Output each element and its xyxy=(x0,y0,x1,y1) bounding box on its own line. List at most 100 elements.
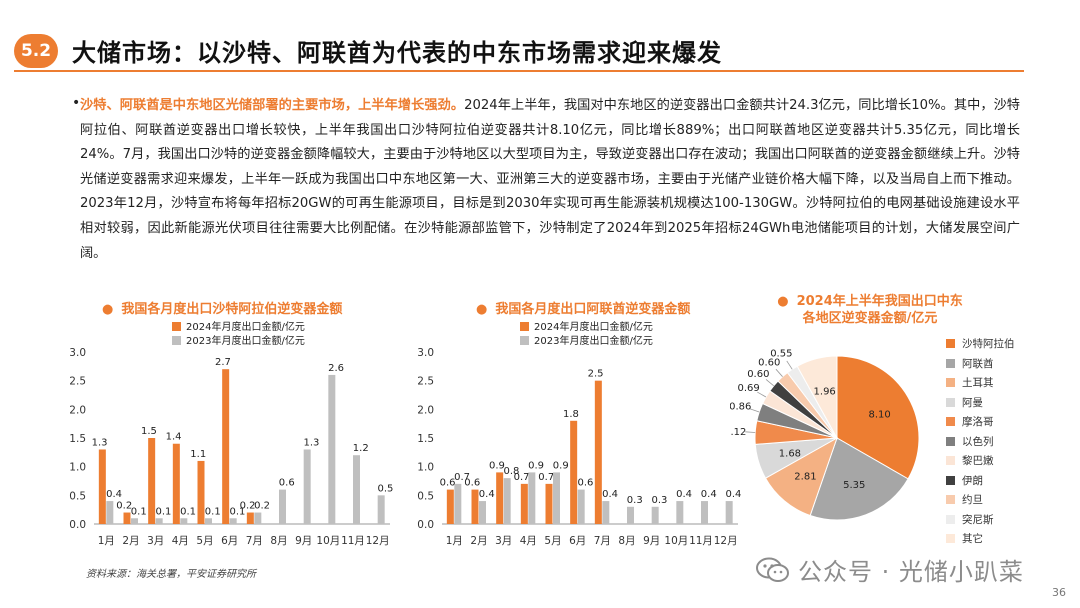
leader-line xyxy=(775,368,783,377)
legend-swatch xyxy=(946,378,955,388)
bar-2023 xyxy=(553,472,560,524)
pie-label: 0.86 xyxy=(730,402,751,413)
leader-line xyxy=(749,408,760,413)
bar-2023 xyxy=(676,501,684,524)
legend-label: 2023年月度出口金额/亿元 xyxy=(534,334,653,347)
body-highlight: 沙特、阿联酋是中东地区光储部署的主要市场，上半年增长强劲。 xyxy=(80,98,465,113)
chart3-title-line2: 各地区逆变器金额/亿元 xyxy=(802,311,938,326)
data-label: 0.4 xyxy=(701,489,717,500)
data-label: 0.1 xyxy=(155,506,171,517)
legend-label: 以色列 xyxy=(962,435,994,448)
x-tick-label: 4月 xyxy=(172,535,189,547)
y-tick-label: 0.5 xyxy=(417,490,434,502)
y-tick-label: 3.0 xyxy=(69,347,86,359)
data-label: 0.3 xyxy=(627,495,643,506)
legend-item-uae: 阿联酋 xyxy=(946,354,1015,374)
pie-label: 0.55 xyxy=(770,349,792,360)
data-label: 0.6 xyxy=(440,478,456,489)
y-tick-label: 0.5 xyxy=(69,490,86,502)
chart-saudi-monthly: 0.0 0.5 1.0 1.5 2.0 2.5 3.0 2024年月度出口金额/亿元2023年… xyxy=(69,320,393,547)
pie-label: 2.81 xyxy=(794,472,816,483)
bar-2023 xyxy=(205,518,212,524)
x-tick-label: 3月 xyxy=(147,535,164,547)
data-label: 2.5 xyxy=(588,369,604,380)
data-label: 0.2 xyxy=(116,501,132,512)
legend-label: 2024年月度出口金额/亿元 xyxy=(186,320,305,333)
x-tick-label: 10月 xyxy=(664,535,688,547)
legend-item-jordan: 约旦 xyxy=(946,490,1015,510)
x-tick-label: 6月 xyxy=(569,535,586,547)
y-tick-label: 2.0 xyxy=(417,404,434,416)
pie-label: 1.68 xyxy=(779,448,801,459)
data-label: 0.4 xyxy=(602,489,618,500)
legend-swatch xyxy=(172,336,181,345)
data-label: 0.1 xyxy=(229,506,245,517)
legend-label: 黎巴嫩 xyxy=(962,455,994,468)
data-label: 0.1 xyxy=(205,506,221,517)
x-tick-label: 1月 xyxy=(446,535,463,547)
pie-label: 5.35 xyxy=(843,480,865,491)
legend-label: 土耳其 xyxy=(962,377,994,390)
x-tick-label: 5月 xyxy=(196,535,213,547)
bar-2024 xyxy=(222,369,230,524)
chart3-title-dot: ● xyxy=(777,294,789,309)
data-label: 0.7 xyxy=(454,472,470,483)
bar-2023 xyxy=(106,501,114,524)
legend-swatch xyxy=(946,534,955,544)
bar-2023 xyxy=(180,518,188,524)
wechat-icon xyxy=(756,557,789,582)
data-label: 1.2 xyxy=(353,443,369,454)
legend-label: 突尼斯 xyxy=(962,513,994,526)
legend-swatch xyxy=(946,495,955,505)
data-label: 1.5 xyxy=(141,426,157,437)
legend-item-morocco: 摩洛哥 xyxy=(946,412,1015,432)
x-tick-label: 5月 xyxy=(544,535,561,547)
data-label: 1.8 xyxy=(563,409,579,420)
section-badge: 5.2 xyxy=(14,34,58,68)
pie-slice-other xyxy=(796,355,838,440)
data-label: 0.7 xyxy=(514,472,530,483)
data-label: 0.3 xyxy=(651,495,667,506)
data-label: 0.1 xyxy=(180,506,196,517)
bullet-marker: • xyxy=(72,95,81,111)
bar-2023 xyxy=(577,489,585,524)
bar-2024 xyxy=(594,380,602,524)
data-label: 1.1 xyxy=(190,449,206,460)
legend-swatch xyxy=(946,456,955,466)
x-tick-label: 3月 xyxy=(495,535,512,547)
legend-item-iran: 伊朗 xyxy=(946,471,1015,491)
bar-2023 xyxy=(602,501,610,524)
legend-item-tunisia: 突尼斯 xyxy=(946,510,1015,530)
bar-2023 xyxy=(328,374,336,524)
bar-2023 xyxy=(651,506,659,524)
legend-label: 沙特阿拉伯 xyxy=(962,338,1015,351)
bar-2023 xyxy=(377,495,385,524)
y-tick-label: 2.5 xyxy=(417,376,434,388)
bar-2023 xyxy=(479,501,486,524)
legend-label: 约旦 xyxy=(962,494,983,507)
chart-middle-east-pie: 8.10 5.35 2.81 1.68 1.12 0.86 0.69 0.600.600.55… xyxy=(730,349,920,521)
legend-label: 摩洛哥 xyxy=(962,416,994,429)
legend-swatch xyxy=(946,339,955,349)
x-tick-label: 12月 xyxy=(714,535,738,547)
bar-2023 xyxy=(155,518,163,524)
header-divider xyxy=(14,70,1024,72)
legend-item-lebanon: 黎巴嫩 xyxy=(946,451,1015,471)
bar-2024 xyxy=(570,420,578,524)
y-tick-label: 1.0 xyxy=(69,462,86,474)
slide-title: 大储市场：以沙特、阿联酋为代表的中东市场需求迎来爆发 xyxy=(72,39,722,67)
x-tick-label: 7月 xyxy=(246,535,263,547)
chart1-title-dot: ● xyxy=(102,302,114,317)
data-label: 0.6 xyxy=(577,478,593,489)
bar-2024 xyxy=(496,472,504,524)
data-label: 0.2 xyxy=(254,501,270,512)
legend-swatch xyxy=(946,397,955,407)
legend-label: 2023年月度出口金额/亿元 xyxy=(186,334,305,347)
bar-2023 xyxy=(701,501,708,524)
data-label: 0.9 xyxy=(489,460,505,471)
y-tick-label: 1.5 xyxy=(417,433,434,445)
bar-2024 xyxy=(246,512,254,524)
bar-2024 xyxy=(471,489,479,524)
chart2-title: ● 我国各月度出口阿联酋逆变器金额 xyxy=(476,298,690,317)
data-label: 2.6 xyxy=(328,363,344,374)
